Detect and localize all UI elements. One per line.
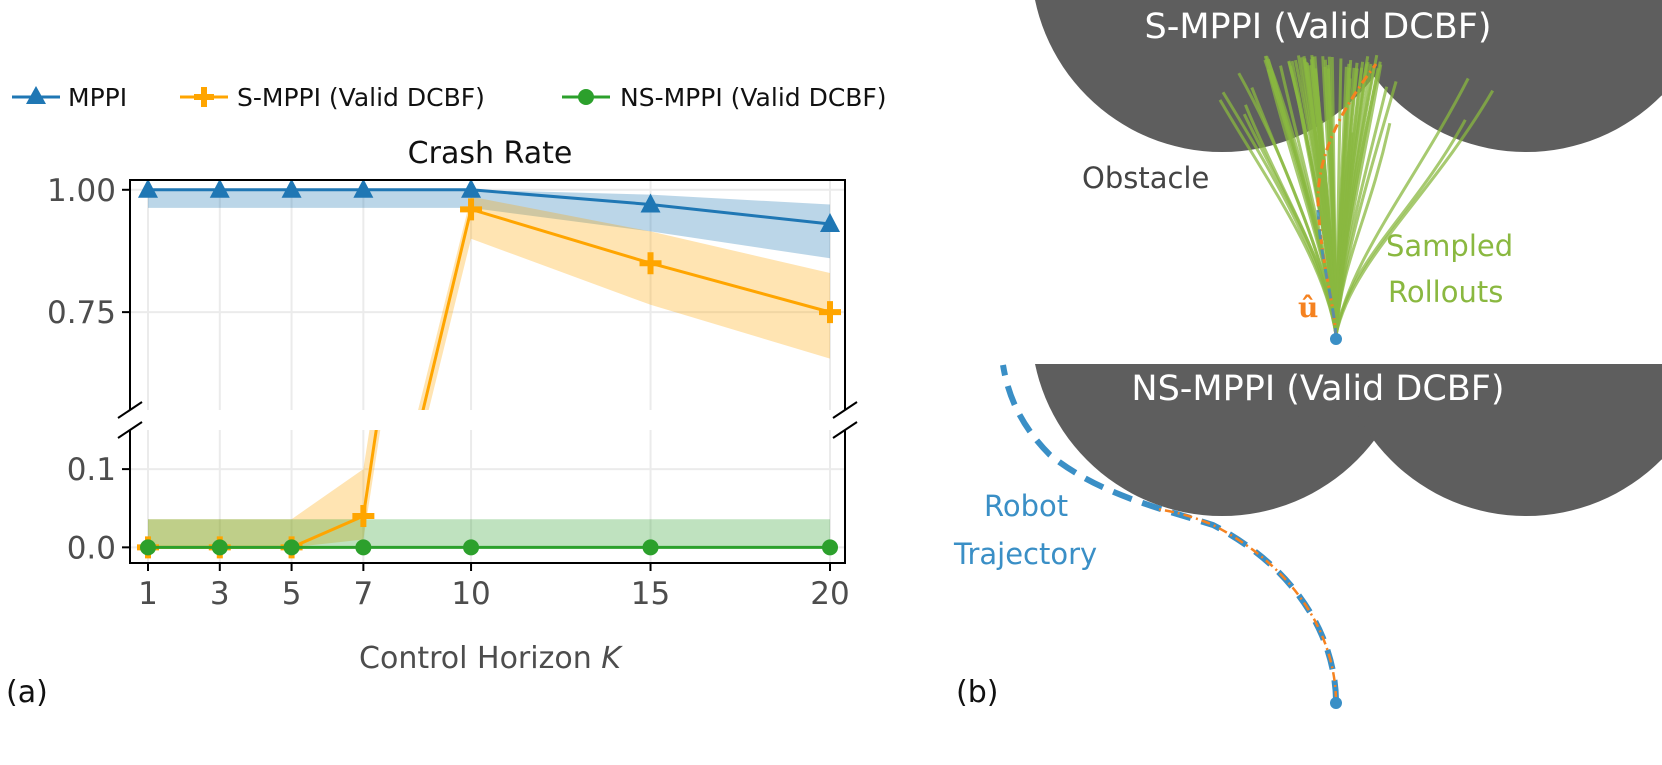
data-point-plus xyxy=(352,505,375,528)
data-point-triangle xyxy=(281,180,302,198)
confidence-band-2 xyxy=(148,519,830,548)
data-point-triangle xyxy=(640,193,661,213)
panel-a-label: (a) xyxy=(6,675,48,710)
sampled-rollouts xyxy=(1218,54,1495,336)
rollout-path xyxy=(1334,77,1470,336)
x-axis-label: Control Horizon K xyxy=(359,641,623,676)
plot-lower xyxy=(137,430,838,559)
x-tick-label-1: 1 xyxy=(138,576,158,612)
nominal-control-path-bottom xyxy=(1156,507,1338,701)
robot-position-top xyxy=(1330,333,1342,345)
legend-label: MPPI xyxy=(68,83,127,112)
nominal-control-path xyxy=(1316,63,1378,339)
data-point-triangle xyxy=(461,180,482,198)
data-point-circle xyxy=(643,671,659,687)
legend-label: S-MPPI (Valid DCBF) xyxy=(237,83,485,112)
x-tick-label-3: 3 xyxy=(210,576,230,612)
confidence-band-1 xyxy=(418,196,830,410)
legend-item-ns-mppi: NS-MPPI (Valid DCBF) xyxy=(562,83,887,112)
axes-spines xyxy=(117,179,858,564)
data-point-circle xyxy=(284,671,300,687)
y-tick-label-0.75: 0.75 xyxy=(47,295,116,331)
x-tick-label-7: 7 xyxy=(354,576,374,612)
data-point-plus xyxy=(137,668,159,690)
data-point-plus xyxy=(819,301,841,324)
data-point-circle xyxy=(642,539,659,556)
data-point-circle xyxy=(822,539,838,556)
data-point-circle xyxy=(212,671,228,687)
panel-b-label: (b) xyxy=(956,675,998,710)
plot-upper xyxy=(137,180,841,690)
data-point-plus xyxy=(460,198,483,221)
x-tick-label-10: 10 xyxy=(451,576,490,612)
rollouts-label-line1: Sampled xyxy=(1386,229,1513,263)
data-point-circle xyxy=(140,671,156,687)
data-point-plus xyxy=(281,668,303,690)
trajectory-label-line2: Trajectory xyxy=(953,537,1097,571)
legend-item-mppi: MPPI xyxy=(12,83,127,112)
y-tick-label-1.00: 1.00 xyxy=(47,173,116,209)
legend-item-s-mppi: S-MPPI (Valid DCBF) xyxy=(180,83,485,112)
x-tick-label-15: 15 xyxy=(631,576,670,612)
legend: MPPI S-MPPI (Valid DCBF) NS-MPPI (Valid … xyxy=(12,83,887,112)
x-tick-label-5: 5 xyxy=(282,576,302,612)
x-axis-label-text: Control Horizon xyxy=(359,641,592,676)
bottom-scenario-title: NS-MPPI (Valid DCBF) xyxy=(1131,369,1504,409)
obstacle-bottom xyxy=(1035,364,1662,516)
triangle-marker-icon xyxy=(26,86,46,104)
data-point-plus xyxy=(209,668,231,690)
data-point-triangle xyxy=(353,180,374,198)
plus-marker-icon xyxy=(194,87,214,107)
confidence-band-1 xyxy=(148,430,381,548)
data-point-circle xyxy=(211,539,228,556)
trajectory-label-line1: Robot xyxy=(984,489,1068,523)
top-scenario-title: S-MPPI (Valid DCBF) xyxy=(1144,7,1491,47)
data-point-circle xyxy=(463,539,480,556)
data-point-circle xyxy=(283,539,300,556)
axis-ticks: 0.75 1.00 0.0 0.1 1 3 5 7 10 15 20 xyxy=(47,173,850,612)
data-point-triangle xyxy=(820,213,840,233)
rollout-path xyxy=(1330,56,1338,336)
data-point-plus xyxy=(639,252,662,275)
y-tick-label-0.0: 0.0 xyxy=(67,530,116,566)
data-point-circle xyxy=(822,671,838,687)
axis-break-marks xyxy=(117,401,858,439)
data-point-triangle xyxy=(209,180,230,198)
x-axis-variable: K xyxy=(601,641,623,676)
data-point-circle xyxy=(355,539,372,556)
nominal-control-label: û xyxy=(1298,291,1318,324)
robot-position-bottom xyxy=(1330,697,1342,709)
rollout-path xyxy=(1334,89,1495,336)
data-point-circle xyxy=(140,539,156,556)
y-tick-label-0.1: 0.1 xyxy=(67,452,116,488)
rollout-path xyxy=(1334,86,1389,336)
chart-title: Crash Rate xyxy=(408,136,573,171)
obstacle-label: Obstacle xyxy=(1082,161,1209,195)
rollouts-label-line2: Rollouts xyxy=(1388,275,1503,309)
x-tick-label-20: 20 xyxy=(810,576,849,612)
circle-marker-icon xyxy=(578,89,594,105)
legend-label: NS-MPPI (Valid DCBF) xyxy=(620,83,887,112)
illustration-panel: S-MPPI (Valid DCBF) NS-MPPI (Valid DCBF)… xyxy=(953,0,1662,710)
data-point-triangle xyxy=(138,180,158,198)
robot-trajectory-top xyxy=(1316,209,1338,339)
